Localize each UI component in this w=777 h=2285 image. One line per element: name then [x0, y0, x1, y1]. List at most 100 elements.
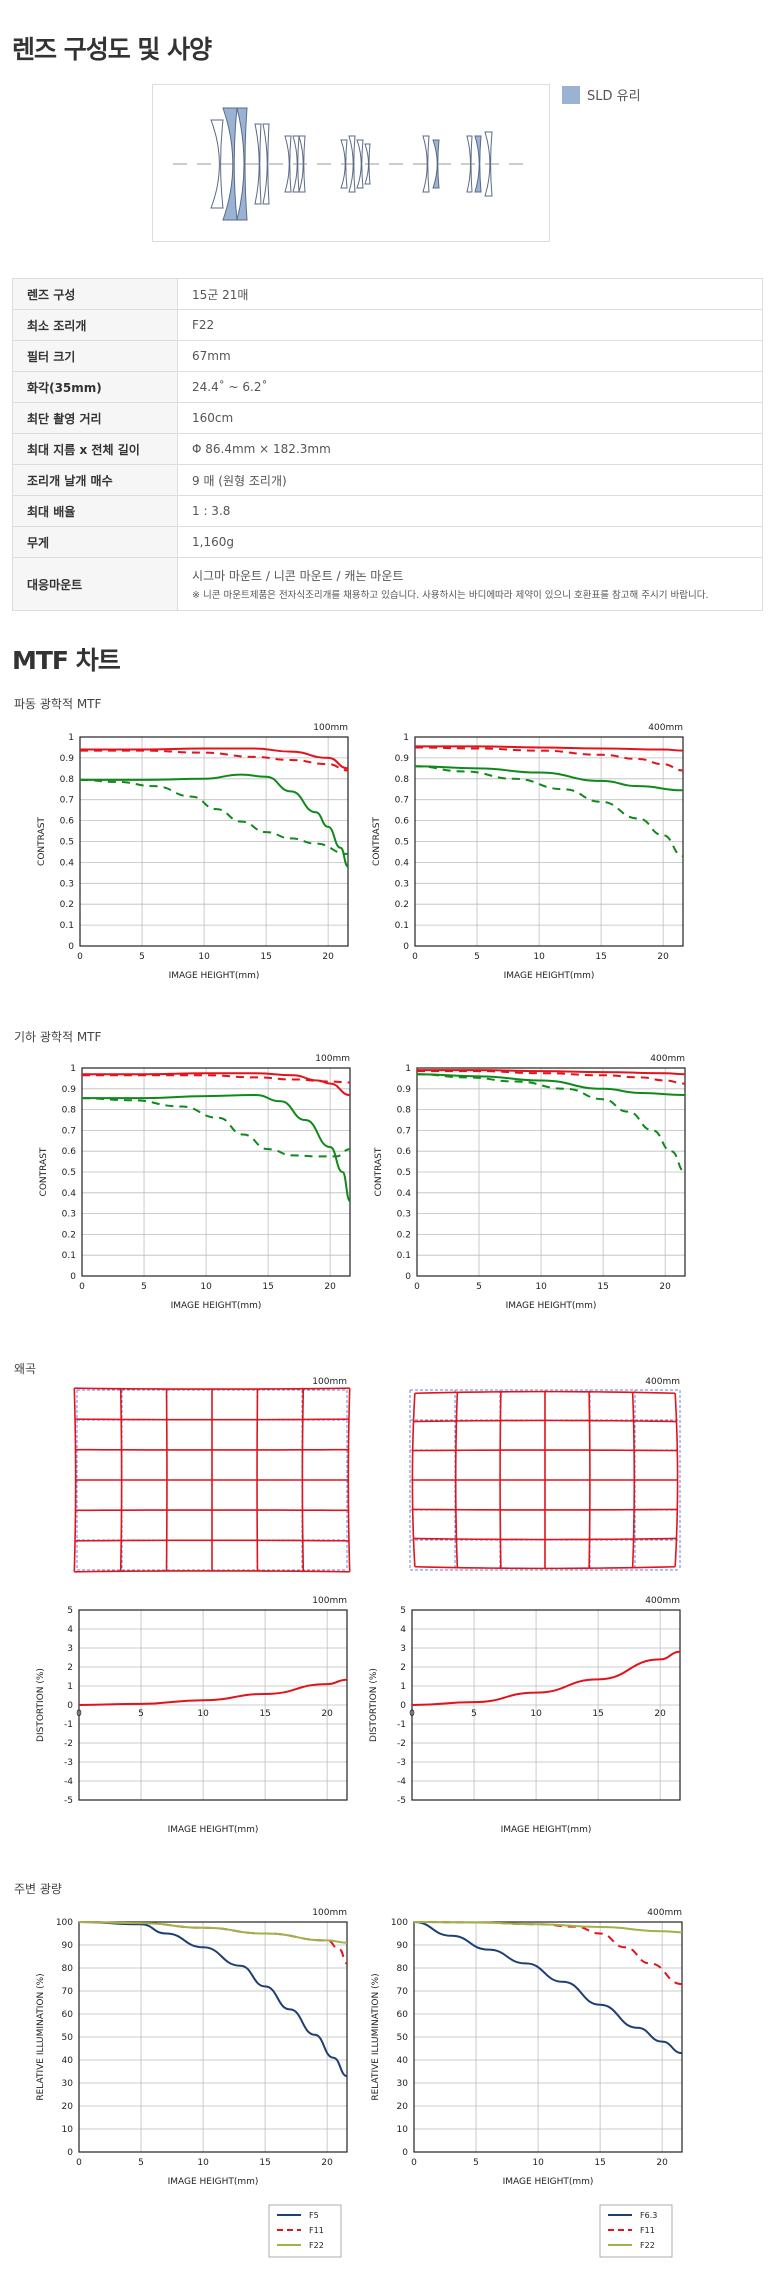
x-axis-label: IMAGE HEIGHT(mm): [503, 2177, 594, 2187]
y-tick-label: 0.1: [397, 1251, 411, 1261]
y-tick-label: 3: [67, 1644, 73, 1654]
y-tick-label: 0.7: [397, 1126, 411, 1136]
plot-frame: [81, 1067, 351, 1277]
x-tick-label: 5: [141, 1282, 147, 1292]
y-tick-label: 90: [397, 1941, 409, 1951]
series-line: [79, 747, 349, 770]
focal-length-label: 100mm: [312, 1596, 347, 1606]
y-tick-label: 4: [67, 1625, 73, 1635]
x-tick-label: 20: [654, 1709, 666, 1719]
spec-value: 1,160g: [177, 526, 763, 558]
y-tick-label: 0.3: [397, 1210, 411, 1220]
series-line: [413, 1921, 683, 2055]
distorted-grid-line: [413, 1537, 677, 1541]
focal-length-label: 400mm: [650, 1054, 685, 1064]
x-axis-label: IMAGE HEIGHT(mm): [171, 1301, 262, 1311]
x-tick-label: 0: [409, 1709, 415, 1719]
spec-value: Φ 86.4mm × 182.3mm: [177, 433, 763, 465]
y-tick-label: 20: [397, 2102, 409, 2112]
spec-value-text: 160cm: [192, 411, 234, 425]
x-axis-label: IMAGE HEIGHT(mm): [169, 971, 260, 981]
legend-label: F5: [309, 2211, 319, 2220]
y-tick-label: 0.1: [60, 921, 74, 931]
y-tick-label: 0.5: [395, 838, 409, 848]
focal-length-label: 400mm: [645, 1596, 680, 1606]
y-tick-label: 0.3: [395, 879, 409, 889]
x-tick-label: 10: [530, 1709, 542, 1719]
x-tick-label: 5: [139, 952, 145, 962]
x-tick-label: 20: [321, 1709, 333, 1719]
spec-value-text: 24.4˚ ~ 6.2˚: [192, 380, 268, 394]
x-tick-label: 20: [657, 952, 669, 962]
spec-label: 대응마운트: [12, 557, 178, 611]
x-tick-label: 10: [197, 1709, 209, 1719]
y-tick-label: 0.9: [60, 754, 75, 764]
series-line: [78, 1921, 348, 1944]
spec-row: 조리개 날개 매수 9 매 (원형 조리개): [12, 464, 763, 496]
legend-label: F6.3: [640, 2211, 657, 2220]
y-tick-label: -2: [64, 1739, 73, 1749]
x-tick-label: 5: [138, 2158, 144, 2168]
y-tick-label: 10: [62, 2125, 74, 2135]
series-line: [416, 1073, 686, 1173]
y-tick-label: 0: [402, 2148, 408, 2158]
series-line: [78, 1921, 348, 2078]
x-tick-label: 15: [592, 1709, 603, 1719]
x-tick-label: 20: [659, 1282, 671, 1292]
lens-element: [466, 135, 473, 193]
y-tick-label: 4: [400, 1625, 406, 1635]
spec-label: 최대 지름 x 전체 길이: [12, 433, 178, 465]
y-tick-label: 0: [67, 2148, 73, 2158]
y-tick-label: 0.2: [397, 1230, 411, 1240]
distorted-grid-line: [413, 1419, 677, 1423]
x-tick-label: 15: [262, 1282, 273, 1292]
distorted-grid-line: [412, 1449, 678, 1452]
y-tick-label: 0.7: [62, 1126, 76, 1136]
spec-label: 필터 크기: [12, 340, 178, 372]
y-tick-label: 5: [400, 1606, 406, 1616]
y-tick-label: 0.6: [397, 1147, 412, 1157]
x-tick-label: 20: [324, 1282, 336, 1292]
lens-element: [298, 135, 306, 193]
spec-value: 시그마 마운트 / 니콘 마운트 / 캐논 마운트 ※ 니콘 마운트제품은 전자식…: [177, 557, 763, 611]
spec-value-text: 시그마 마운트 / 니콘 마운트 / 캐논 마운트: [192, 569, 404, 583]
lens-element: [422, 135, 430, 193]
y-tick-label: 0.2: [62, 1230, 76, 1240]
y-tick-label: 0.9: [395, 754, 410, 764]
x-tick-label: 15: [594, 2158, 605, 2168]
spec-value: 15군 21매: [177, 278, 763, 310]
y-tick-label: 40: [62, 2056, 74, 2066]
spec-value: 67mm: [177, 340, 763, 372]
y-tick-label: -3: [397, 1758, 406, 1768]
y-axis-label: CONTRAST: [374, 1147, 384, 1196]
spec-label: 최단 촬영 거리: [12, 402, 178, 434]
x-tick-label: 20: [321, 2158, 333, 2168]
series-line: [413, 1921, 683, 1986]
x-tick-label: 20: [656, 2158, 668, 2168]
x-axis-label: IMAGE HEIGHT(mm): [168, 1825, 259, 1835]
plot-frame: [414, 736, 684, 947]
spec-value-text: 1,160g: [192, 535, 234, 549]
spec-label: 렌즈 구성: [12, 278, 178, 310]
y-tick-label: 0.6: [62, 1147, 77, 1157]
y-tick-label: 0.4: [60, 858, 75, 868]
lens-element: [474, 135, 482, 193]
y-axis-label: DISTORTION (%): [369, 1668, 379, 1742]
y-tick-label: 1: [67, 1682, 73, 1692]
spec-row: 렌즈 구성 15군 21매: [12, 278, 763, 310]
y-axis-label: DISTORTION (%): [36, 1668, 46, 1742]
sld-legend-label: SLD 유리: [587, 89, 641, 104]
y-tick-label: 0.1: [395, 921, 409, 931]
y-tick-label: 20: [62, 2102, 74, 2112]
x-tick-label: 10: [198, 952, 210, 962]
series-line: [411, 1650, 681, 1706]
y-tick-label: 0.6: [395, 817, 410, 827]
series-line: [416, 1073, 686, 1097]
illumination-label: 주변 광량: [14, 1882, 62, 1896]
x-tick-label: 0: [414, 1282, 420, 1292]
x-axis-label: IMAGE HEIGHT(mm): [504, 971, 595, 981]
distorted-grid-line: [412, 1508, 678, 1511]
x-tick-label: 10: [533, 952, 545, 962]
spec-row: 최대 지름 x 전체 길이 Φ 86.4mm × 182.3mm: [12, 433, 763, 465]
y-tick-label: 30: [62, 2079, 74, 2089]
